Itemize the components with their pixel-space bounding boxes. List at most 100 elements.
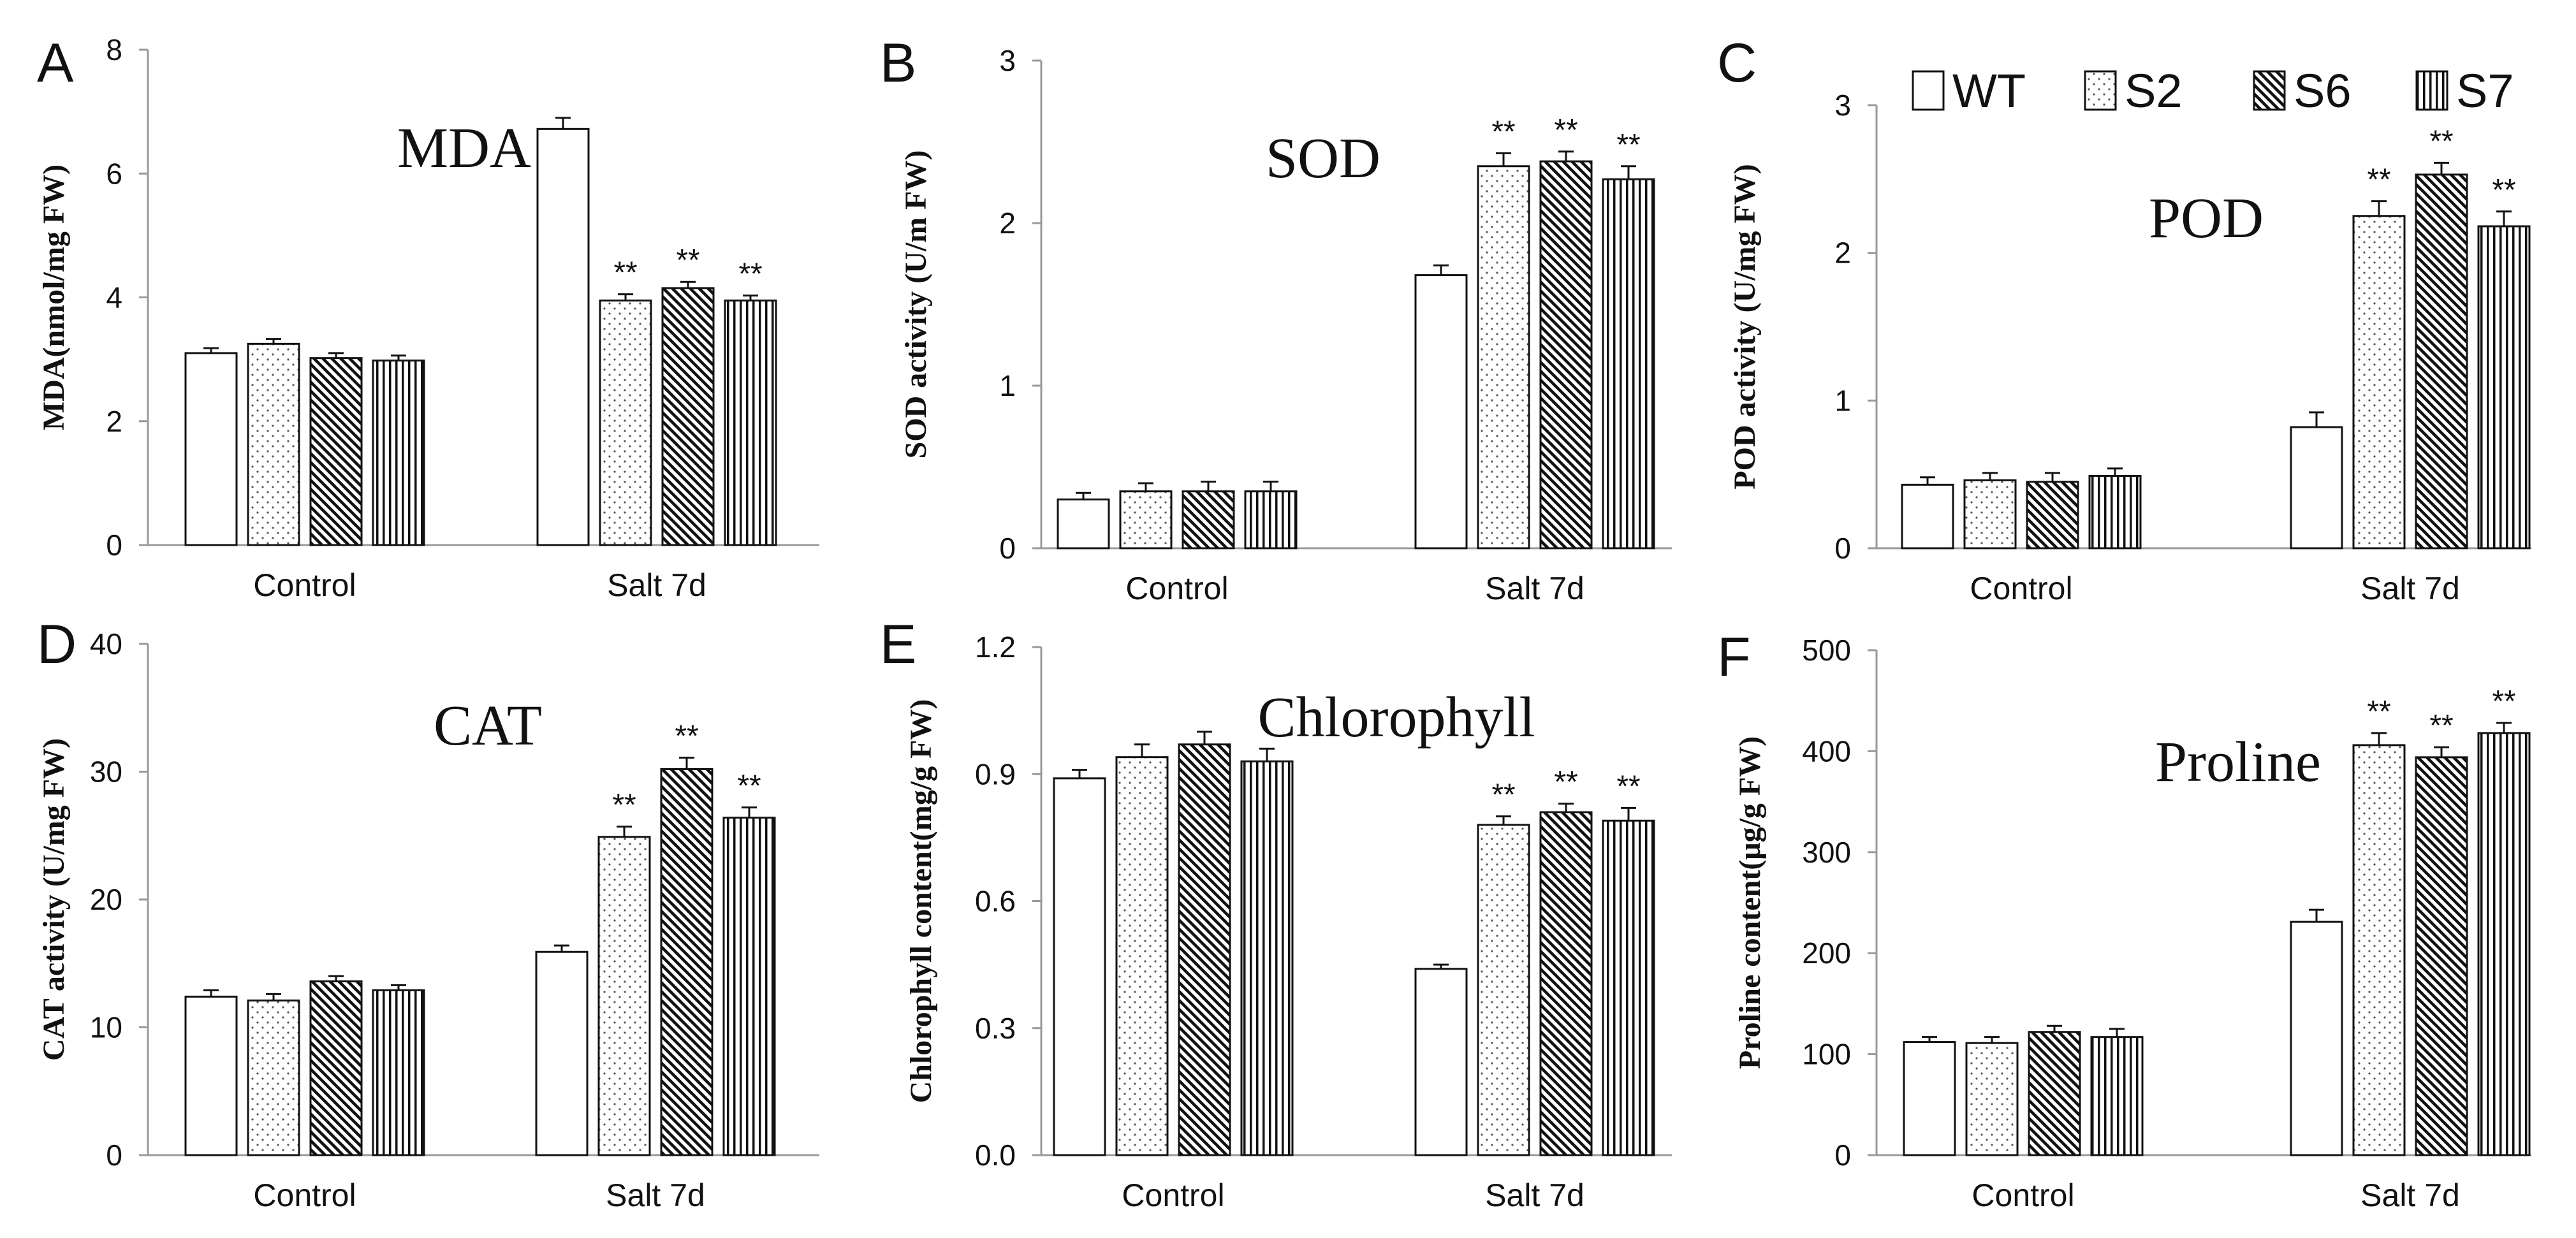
significance-marker: ** xyxy=(737,769,761,803)
bar-s2 xyxy=(599,299,652,546)
bar-s6 xyxy=(660,768,714,1156)
y-tick-label: 0 xyxy=(106,528,122,562)
y-tick-label: 2 xyxy=(999,207,1016,240)
bar-s7 xyxy=(2477,732,2531,1156)
significance-marker: ** xyxy=(676,244,699,277)
chart-panel-d: D 0 10 20 30 40 CAT activity (U/mg FW) CAT Contr… xyxy=(37,614,819,1213)
significance-marker: ** xyxy=(2429,709,2453,743)
bar-s2 xyxy=(1115,756,1169,1156)
bar-s6 xyxy=(1182,490,1235,550)
y-tick-label: 0 xyxy=(106,1139,122,1172)
significance-marker: ** xyxy=(1554,113,1577,147)
x-category-label: Salt 7d xyxy=(607,567,706,603)
legend-label: S7 xyxy=(2456,64,2514,117)
chart-panel-c: C 0 1 2 3 POD activity (U/mg FW) POD Control Sal… xyxy=(1717,33,2531,606)
x-category-label: Control xyxy=(1970,571,2072,606)
significance-marker: ** xyxy=(2429,124,2453,158)
significance-marker: ** xyxy=(2492,685,2515,718)
bar-s6 xyxy=(1539,160,1593,550)
y-axis-title: Proline content(μg/g FW) xyxy=(1733,736,1767,1069)
panel-title: Chlorophyll xyxy=(1257,686,1535,749)
y-tick-label: 1 xyxy=(1834,384,1851,417)
y-axis-title: SOD activity (U/m FW) xyxy=(899,150,933,459)
legend-swatch xyxy=(2084,70,2117,111)
significance-marker: ** xyxy=(675,719,698,753)
bar-s6 xyxy=(309,357,363,546)
x-category-label: Control xyxy=(1972,1177,2074,1213)
y-tick-label: 1 xyxy=(999,369,1016,402)
y-tick-label: 0.3 xyxy=(975,1012,1016,1045)
y-tick-label: 4 xyxy=(106,281,122,314)
bar-s2 xyxy=(1963,479,2017,550)
y-tick-label: 8 xyxy=(106,33,122,66)
bar-s2 xyxy=(247,342,300,546)
significance-marker: ** xyxy=(1491,778,1515,812)
bar-wt xyxy=(1414,274,1468,550)
x-category-label: Control xyxy=(1125,571,1228,606)
y-tick-label: 10 xyxy=(90,1011,122,1044)
significance-marker: ** xyxy=(738,258,762,291)
bar-s7 xyxy=(2477,225,2531,550)
legend-item-s2: S2 xyxy=(2084,64,2183,117)
y-tick-label: 0.6 xyxy=(975,885,1016,918)
bar-s6 xyxy=(661,287,715,546)
significance-marker: ** xyxy=(2492,173,2515,207)
y-tick-label: 2 xyxy=(106,405,122,438)
bar-s7 xyxy=(722,817,776,1156)
bar-wt xyxy=(184,995,238,1156)
bar-wt xyxy=(1053,777,1106,1156)
x-category-label: Salt 7d xyxy=(2360,1177,2460,1213)
legend-item-s7: S7 xyxy=(2415,64,2514,117)
panel-letter: E xyxy=(880,614,916,675)
y-tick-label: 2 xyxy=(1834,237,1851,270)
bar-s6 xyxy=(2415,756,2468,1156)
panel-letter: C xyxy=(1717,33,1757,94)
y-tick-label: 1.2 xyxy=(975,630,1016,664)
y-tick-label: 400 xyxy=(1802,734,1851,768)
panel-title: Proline xyxy=(2155,731,2321,794)
legend: WT S2 S6 S7 xyxy=(1912,64,2514,117)
legend-item-s6: S6 xyxy=(2253,64,2352,117)
significance-marker: ** xyxy=(612,789,636,822)
x-category-label: Salt 7d xyxy=(1485,1177,1584,1213)
y-tick-label: 100 xyxy=(1802,1038,1851,1071)
chart-panel-e: E 0.0 0.3 0.6 0.9 1.2 Chlorophyll content(mg/g… xyxy=(880,614,1672,1213)
bar-wt xyxy=(2290,426,2343,550)
panel-title: MDA xyxy=(397,117,531,180)
panel-title: CAT xyxy=(434,694,542,757)
bar-s2 xyxy=(1477,165,1530,550)
bar-s7 xyxy=(2090,1036,2144,1156)
bar-s6 xyxy=(1178,743,1231,1156)
bar-s6 xyxy=(2415,173,2468,550)
y-tick-label: 30 xyxy=(90,755,122,789)
y-tick-label: 3 xyxy=(1834,89,1851,122)
y-axis-title: Chlorophyll content(mg/g FW) xyxy=(904,699,938,1103)
y-axis-title: MDA(nmol/mg FW) xyxy=(37,164,71,430)
y-tick-label: 6 xyxy=(106,157,122,190)
bar-s7 xyxy=(1240,760,1294,1156)
bar-s7 xyxy=(372,989,425,1156)
chart-panel-b: B 0 1 2 3 SOD activity (U/m FW) SOD Control Salt… xyxy=(880,33,1672,606)
bar-s2 xyxy=(247,999,300,1156)
x-category-label: Salt 7d xyxy=(1485,571,1584,606)
x-category-label: Control xyxy=(253,567,356,603)
bar-s7 xyxy=(1244,490,1298,550)
panel-letter: D xyxy=(37,614,77,675)
bar-s6 xyxy=(309,980,363,1156)
bar-wt xyxy=(184,352,238,546)
panel-title: POD xyxy=(2149,187,2264,250)
legend-item-wt: WT xyxy=(1912,64,2026,117)
panel-letter: F xyxy=(1717,627,1751,688)
y-axis-title: CAT activity (U/mg FW) xyxy=(37,738,71,1061)
legend-swatch xyxy=(2253,70,2286,111)
legend-label: S2 xyxy=(2125,64,2183,117)
significance-marker: ** xyxy=(2367,695,2390,729)
significance-marker: ** xyxy=(1616,769,1640,803)
bar-wt xyxy=(1414,968,1468,1156)
bar-s2 xyxy=(597,836,651,1156)
panel-title: SOD xyxy=(1266,127,1380,190)
y-tick-label: 0 xyxy=(1834,1139,1851,1172)
significance-marker: ** xyxy=(2367,163,2390,197)
x-category-label: Salt 7d xyxy=(2360,571,2460,606)
panel-letter: B xyxy=(880,33,916,94)
